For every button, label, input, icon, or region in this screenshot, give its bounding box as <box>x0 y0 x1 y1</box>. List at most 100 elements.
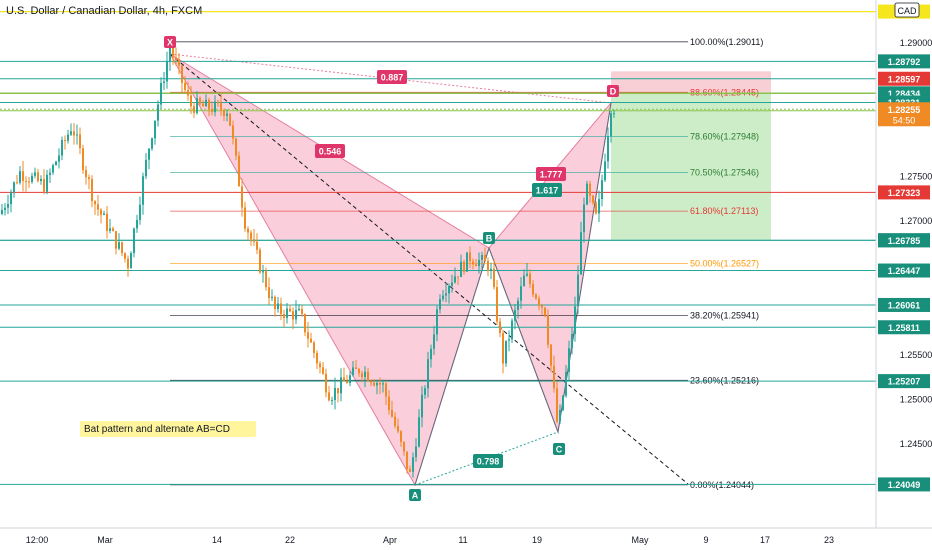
candle-body <box>583 204 585 233</box>
candle-body <box>511 320 513 340</box>
candle-body <box>592 195 594 203</box>
candle-body <box>607 135 609 162</box>
candle-body <box>481 255 483 260</box>
candle-body <box>109 228 111 231</box>
candle-body <box>604 161 606 181</box>
candle-body <box>415 446 417 458</box>
candle-body <box>337 387 339 394</box>
label-text: D <box>610 87 617 97</box>
candle-body <box>265 271 267 288</box>
currency-badge[interactable]: CAD <box>894 2 920 18</box>
price-pill-bg <box>878 54 930 69</box>
horizontal-levels <box>0 10 876 485</box>
candle-body <box>157 104 159 121</box>
candle-body <box>445 293 447 296</box>
candle-body <box>487 260 489 271</box>
candle-body <box>457 276 459 278</box>
price-pill-text: 1.24049 <box>888 480 921 490</box>
candle-body <box>115 231 117 249</box>
price-pill-text: 1.28434 <box>888 89 921 99</box>
price-tick-label: 1.25000 <box>900 395 932 405</box>
candle-body <box>472 261 474 265</box>
candle-body <box>76 134 78 136</box>
candle-body <box>367 371 369 382</box>
candle-body <box>112 228 114 232</box>
candle-body <box>16 182 18 184</box>
ratio-badge: 0.798 <box>473 454 503 468</box>
level-price-pill: 1.28792 <box>878 54 930 69</box>
candle-body <box>571 333 573 349</box>
price-pill-text: 1.28597 <box>888 74 921 84</box>
candle-body <box>418 417 420 447</box>
candle-body <box>106 213 108 231</box>
currency-badge-box <box>894 2 920 18</box>
candle-body <box>286 308 288 319</box>
ratio-badge-box <box>473 454 503 468</box>
current-price-bg <box>878 102 930 127</box>
candle-body <box>355 367 357 370</box>
candle-body <box>565 371 567 396</box>
candle-body <box>577 274 579 307</box>
candle-body <box>382 383 384 385</box>
candle-body <box>136 219 138 229</box>
candle-body <box>244 207 246 229</box>
price-axis[interactable]: 1.29000 1.27500 1.27000 1.25500 1.25000 1.245… <box>875 0 932 528</box>
ratio-badge-box <box>315 144 345 158</box>
time-tick-label: Mar <box>97 535 113 545</box>
candle-body <box>421 394 423 418</box>
candle-body <box>202 103 204 107</box>
candle-body <box>67 134 69 141</box>
candle-body <box>505 340 507 364</box>
candle-body <box>454 276 456 283</box>
candle-body <box>532 284 534 295</box>
candle-body <box>121 242 123 254</box>
ratio-badge: 1.617 <box>532 183 562 197</box>
candle-body <box>118 242 120 249</box>
price-pill-bg <box>878 233 930 248</box>
fib-level-label: 88.60%(1.28445) <box>690 87 759 97</box>
time-axis[interactable]: 12:00 Mar 14 22 Apr 11 19 May 9 17 23 <box>0 527 932 550</box>
candle-body <box>535 294 537 299</box>
candle-body <box>451 282 453 286</box>
ratio-badges: 0.887 0.546 0.798 1.777 1.617 <box>315 70 566 468</box>
candle-body <box>1 210 3 215</box>
candle-body <box>223 110 225 116</box>
candle-body <box>520 286 522 301</box>
candle-body <box>91 179 93 202</box>
candle-body <box>358 369 360 374</box>
candle-body <box>595 202 597 214</box>
candle-body <box>544 307 546 316</box>
candle-body <box>325 373 327 393</box>
abcd-lines <box>414 102 612 486</box>
candle-body <box>475 264 477 267</box>
price-tick-label: 1.25500 <box>900 350 932 360</box>
candle-body <box>559 410 561 422</box>
candle-body <box>436 309 438 335</box>
candle-body <box>469 252 471 262</box>
candle-body <box>127 258 129 269</box>
price-tick-label: 1.29000 <box>900 38 932 48</box>
candle-body <box>148 148 150 160</box>
candle-body <box>556 388 558 422</box>
candle-body <box>613 113 615 115</box>
candle-body <box>319 363 321 368</box>
candle-body <box>364 371 366 378</box>
ratio-badge: 1.777 <box>536 167 566 181</box>
pattern-label-b: B <box>483 232 495 244</box>
candle-body <box>523 275 525 287</box>
candle-body <box>175 57 177 61</box>
time-tick-label: 22 <box>285 535 295 545</box>
candle-body <box>103 213 105 215</box>
pattern-label-a: A <box>409 489 421 501</box>
candle-body <box>184 83 186 90</box>
take-profit-zone <box>611 92 771 240</box>
candle-body <box>133 228 135 254</box>
fib-trend-line <box>169 53 689 485</box>
candle-body <box>22 171 24 181</box>
time-tick-label: 23 <box>824 535 834 545</box>
candle-body <box>295 310 297 320</box>
price-pill-bg <box>878 263 930 278</box>
candle-body <box>370 381 372 383</box>
candle-body <box>562 395 564 411</box>
